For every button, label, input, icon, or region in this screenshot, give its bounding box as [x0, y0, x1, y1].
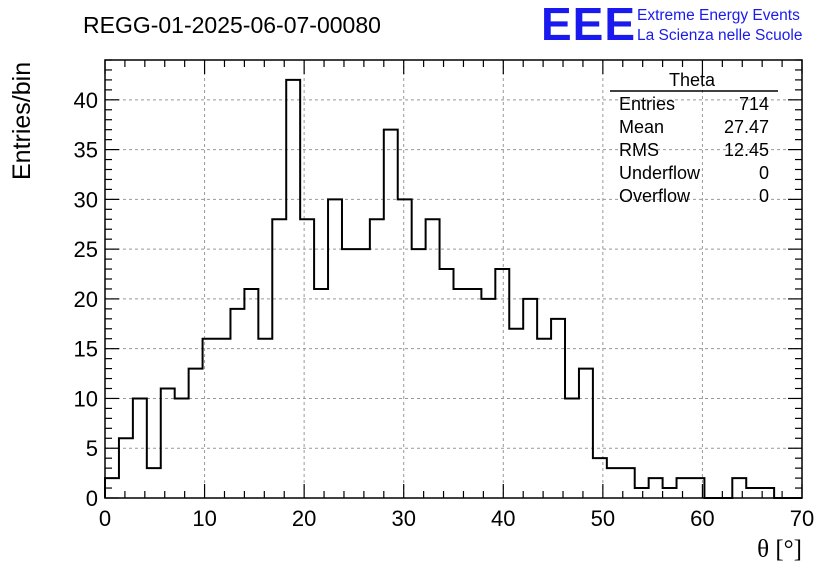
y-tick-label: 30 — [74, 187, 98, 212]
x-tick-label: 70 — [790, 506, 814, 531]
x-tick-label: 20 — [292, 506, 316, 531]
tick-labels: 0 10 20 30 40 50 60 70 0 5 10 15 20 25 30 35 40 — [74, 88, 815, 531]
axis-ticks — [104, 59, 803, 499]
stats-row-label: Underflow — [619, 163, 701, 183]
stats-row-value: 0 — [759, 163, 769, 183]
x-tick-label: 40 — [491, 506, 515, 531]
eee-logo: EEE Extreme Energy Events La Scienza nel… — [541, 0, 802, 50]
x-tick-label: 60 — [690, 506, 714, 531]
eee-logo-line1: Extreme Energy Events — [637, 7, 800, 24]
histogram-line — [104, 78, 802, 499]
x-tick-label: 50 — [591, 506, 615, 531]
y-tick-label: 40 — [74, 88, 98, 113]
stats-row-value: 0 — [759, 186, 769, 206]
stats-row-label: RMS — [619, 140, 659, 160]
stats-row-label: Overflow — [619, 186, 691, 206]
y-tick-label: 35 — [74, 138, 98, 163]
y-axis-title: Entries/bin — [8, 62, 36, 180]
y-tick-label: 15 — [74, 337, 98, 362]
y-tick-label: 20 — [74, 287, 98, 312]
grid-lines — [105, 60, 802, 498]
stats-row-value: 12.45 — [724, 140, 769, 160]
stats-row-value: 27.47 — [724, 117, 769, 137]
x-tick-label: 30 — [391, 506, 415, 531]
x-axis-title: θ [°] — [757, 536, 802, 563]
x-tick-label: 0 — [99, 506, 111, 531]
y-tick-label: 25 — [74, 237, 98, 262]
y-tick-label: 0 — [86, 486, 98, 511]
stats-row-label: Entries — [619, 94, 675, 114]
stats-box: Theta Entries 714 Mean 27.47 RMS 12.45 Underfl… — [610, 70, 778, 206]
y-tick-label: 5 — [86, 436, 98, 461]
eee-logo-mark: EEE — [541, 0, 636, 50]
chart-title: REGG-01-2025-06-07-00080 — [83, 12, 381, 38]
x-tick-label: 10 — [192, 506, 216, 531]
stats-row-value: 714 — [739, 94, 769, 114]
eee-logo-line2: La Scienza nelle Scuole — [637, 27, 802, 44]
stats-row-label: Mean — [619, 117, 664, 137]
stats-title: Theta — [669, 70, 716, 90]
y-tick-label: 10 — [74, 386, 98, 411]
